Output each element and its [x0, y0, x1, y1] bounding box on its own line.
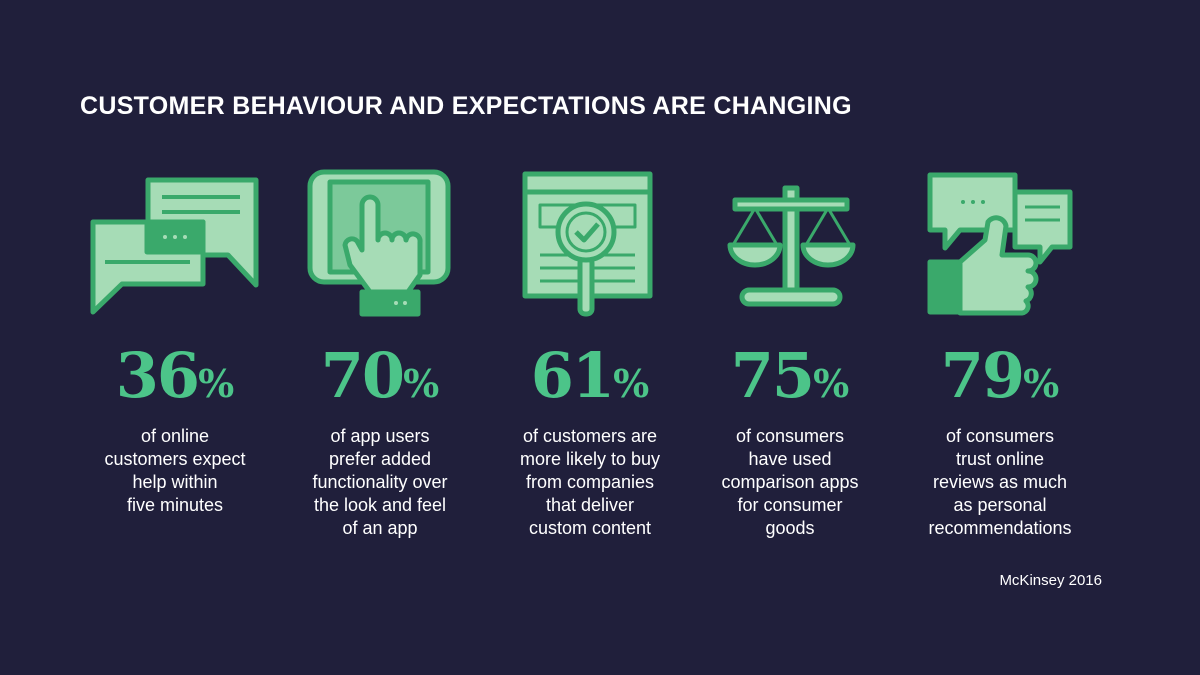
stat-text: of app users	[330, 426, 430, 446]
scales-icon	[727, 185, 856, 307]
stat-text: the look and feel	[313, 495, 447, 515]
stat: 36% of online customers expect help within f…	[70, 335, 280, 517]
icons	[90, 169, 1073, 317]
stat-text: reviews as much	[932, 472, 1068, 492]
stat-text: goods	[765, 518, 815, 538]
stat-unit: %	[403, 361, 440, 406]
stat-figure: 36%	[70, 335, 280, 425]
stat-text: of online	[140, 426, 210, 446]
stat-number: 75	[730, 339, 815, 412]
stat-unit: %	[198, 361, 235, 406]
stat-text: prefer added	[328, 449, 432, 469]
stat-number: 36	[115, 339, 200, 412]
stat: 61% of customers are more likely to buy fro…	[485, 335, 695, 540]
tablet-icon	[307, 169, 451, 317]
stat-text: custom content	[528, 518, 652, 538]
stat-text: trust online	[955, 449, 1045, 469]
stat-text: as personal	[953, 495, 1047, 515]
stat-figure: 75%	[685, 335, 895, 425]
stat-text: recommendations	[928, 518, 1072, 538]
stat-text: from companies	[525, 472, 655, 492]
source: McKinsey 2016	[999, 572, 1102, 589]
stat-number: 79	[940, 339, 1025, 412]
stat: 70% of app users prefer added functionality…	[275, 335, 485, 540]
stat: 79% of consumers trust online reviews as mu…	[895, 335, 1105, 540]
chat-icon	[90, 177, 259, 315]
stat-number: 70	[320, 339, 405, 412]
stat-text: of customers are	[522, 426, 658, 446]
stat-text: comparison apps	[721, 472, 859, 492]
stat-figure: 70%	[275, 335, 485, 425]
stat-figure: 61%	[485, 335, 695, 425]
stat-text: that deliver	[545, 495, 635, 515]
stat-unit: %	[613, 361, 650, 406]
stat-text: five minutes	[126, 495, 224, 515]
review-icon	[927, 172, 1073, 316]
stat-unit: %	[813, 361, 850, 406]
stat-figure: 79%	[895, 335, 1105, 425]
stat-text: functionality over	[312, 472, 448, 492]
stat-text: of consumers	[945, 426, 1055, 446]
stat-text: have used	[748, 449, 832, 469]
browser-search-icon	[522, 171, 653, 317]
stat-number: 61	[530, 339, 615, 412]
stat-text: customers expect	[104, 449, 246, 469]
stat-text: more likely to buy	[519, 449, 661, 469]
stat-unit: %	[1023, 361, 1060, 406]
stat: 75% of consumers have used comparison apps f…	[685, 335, 895, 540]
title: CUSTOMER BEHAVIOUR AND EXPECTATIONS ARE …	[80, 92, 852, 120]
stat-text: of an app	[342, 518, 418, 538]
stat-text: of consumers	[735, 426, 845, 446]
stat-text: help within	[132, 472, 218, 492]
stat-text: for consumer	[737, 495, 843, 515]
